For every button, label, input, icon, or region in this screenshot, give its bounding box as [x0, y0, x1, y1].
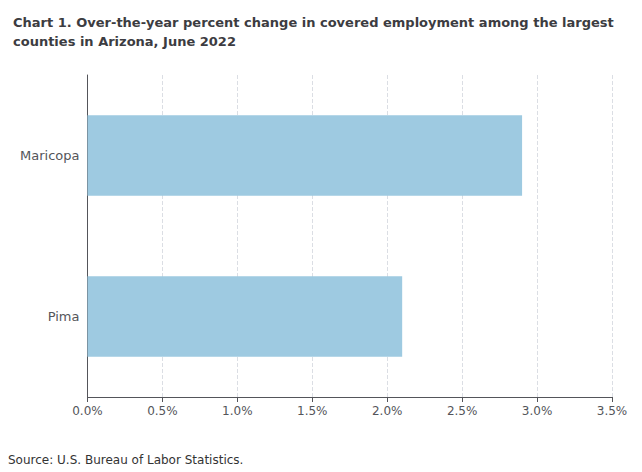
svg-text:counties in Arizona, June 2022: counties in Arizona, June 2022 [13, 34, 236, 49]
svg-text:1.0%: 1.0% [222, 404, 253, 418]
svg-text:2.5%: 2.5% [447, 404, 478, 418]
svg-text:Maricopa: Maricopa [20, 148, 79, 163]
svg-text:Source: U.S. Bureau of Labor S: Source: U.S. Bureau of Labor Statistics. [8, 453, 243, 467]
svg-text:3.5%: 3.5% [597, 404, 628, 418]
svg-text:0.5%: 0.5% [147, 404, 178, 418]
svg-text:3.0%: 3.0% [522, 404, 553, 418]
svg-text:Pima: Pima [48, 309, 80, 324]
svg-text:0.0%: 0.0% [72, 404, 103, 418]
svg-text:Chart 1. Over-the-year percent: Chart 1. Over-the-year percent change in… [13, 15, 614, 30]
svg-text:1.5%: 1.5% [297, 404, 328, 418]
svg-text:2.0%: 2.0% [372, 404, 403, 418]
